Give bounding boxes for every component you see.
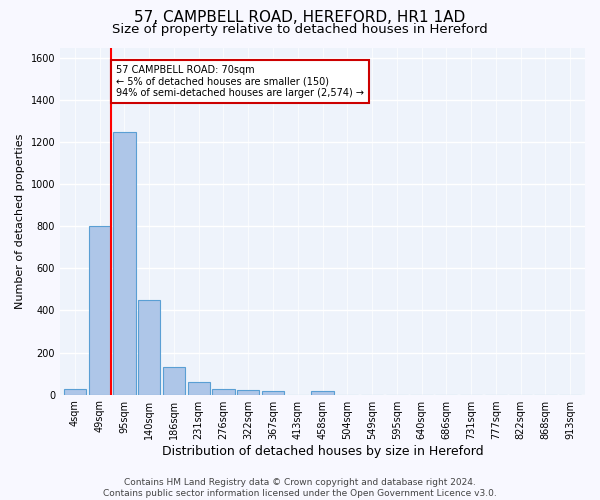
Bar xyxy=(262,392,284,394)
Bar xyxy=(311,392,334,394)
Text: Contains HM Land Registry data © Crown copyright and database right 2024.
Contai: Contains HM Land Registry data © Crown c… xyxy=(103,478,497,498)
Text: Size of property relative to detached houses in Hereford: Size of property relative to detached ho… xyxy=(112,22,488,36)
Bar xyxy=(163,367,185,394)
Bar xyxy=(188,382,210,394)
Bar xyxy=(138,300,160,394)
Text: 57, CAMPBELL ROAD, HEREFORD, HR1 1AD: 57, CAMPBELL ROAD, HEREFORD, HR1 1AD xyxy=(134,10,466,25)
Bar xyxy=(113,132,136,394)
X-axis label: Distribution of detached houses by size in Hereford: Distribution of detached houses by size … xyxy=(162,444,484,458)
Bar xyxy=(212,390,235,394)
Bar xyxy=(237,390,259,394)
Text: 57 CAMPBELL ROAD: 70sqm
← 5% of detached houses are smaller (150)
94% of semi-de: 57 CAMPBELL ROAD: 70sqm ← 5% of detached… xyxy=(116,64,364,98)
Bar xyxy=(64,390,86,394)
Y-axis label: Number of detached properties: Number of detached properties xyxy=(15,134,25,308)
Bar xyxy=(89,226,111,394)
